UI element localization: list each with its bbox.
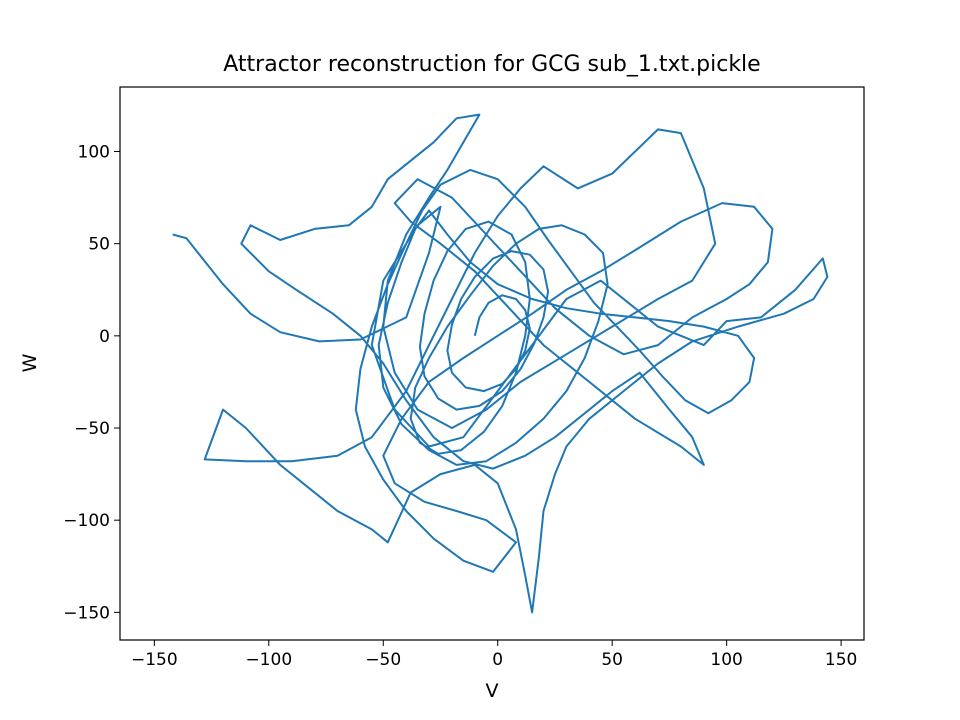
x-tick-label: −100	[245, 650, 292, 670]
x-tick-label: −50	[365, 650, 401, 670]
y-tick-label: 100	[78, 143, 110, 163]
x-tick-label: 150	[825, 650, 857, 670]
x-axis-ticks: −150 −100 −50 0 50 100 150	[131, 640, 857, 670]
chart-title: Attractor reconstruction for GCG sub_1.t…	[223, 52, 761, 77]
x-tick-label: 0	[492, 650, 503, 670]
plot-frame	[119, 86, 865, 641]
y-axis-ticks: −150 −100 −50 0 50 100	[63, 143, 120, 623]
x-tick-label: −150	[131, 650, 178, 670]
y-tick-label: −150	[63, 603, 110, 623]
y-axis-label: W	[19, 353, 41, 373]
y-tick-label: 0	[99, 327, 110, 347]
series-layer	[172, 113, 829, 614]
y-tick-label: −100	[63, 511, 110, 531]
series-line-0	[172, 113, 829, 614]
x-tick-label: 50	[601, 650, 623, 670]
x-axis-label: V	[485, 680, 499, 702]
y-tick-label: −50	[74, 419, 110, 439]
y-tick-label: 50	[88, 235, 110, 255]
x-tick-label: 100	[710, 650, 742, 670]
